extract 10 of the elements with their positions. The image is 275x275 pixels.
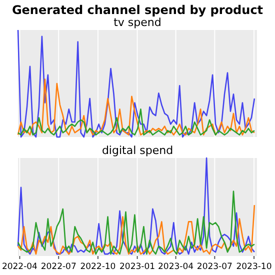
x-tick-label: 2022-04 bbox=[2, 262, 38, 272]
x-tick-label: 2022-10 bbox=[80, 262, 116, 272]
x-tick-label: 2023-07 bbox=[196, 262, 232, 272]
x-tick-label: 2023-10 bbox=[236, 262, 272, 272]
x-tick-label: 2022-07 bbox=[40, 262, 76, 272]
chart-subtitle: digital spend bbox=[102, 144, 174, 157]
chart-title: Generated channel spend by product bbox=[12, 3, 264, 17]
x-tick-label: 2023-01 bbox=[120, 262, 156, 272]
x-tick-label: 2023-04 bbox=[158, 262, 194, 272]
chart-subtitle: tv spend bbox=[114, 16, 162, 29]
